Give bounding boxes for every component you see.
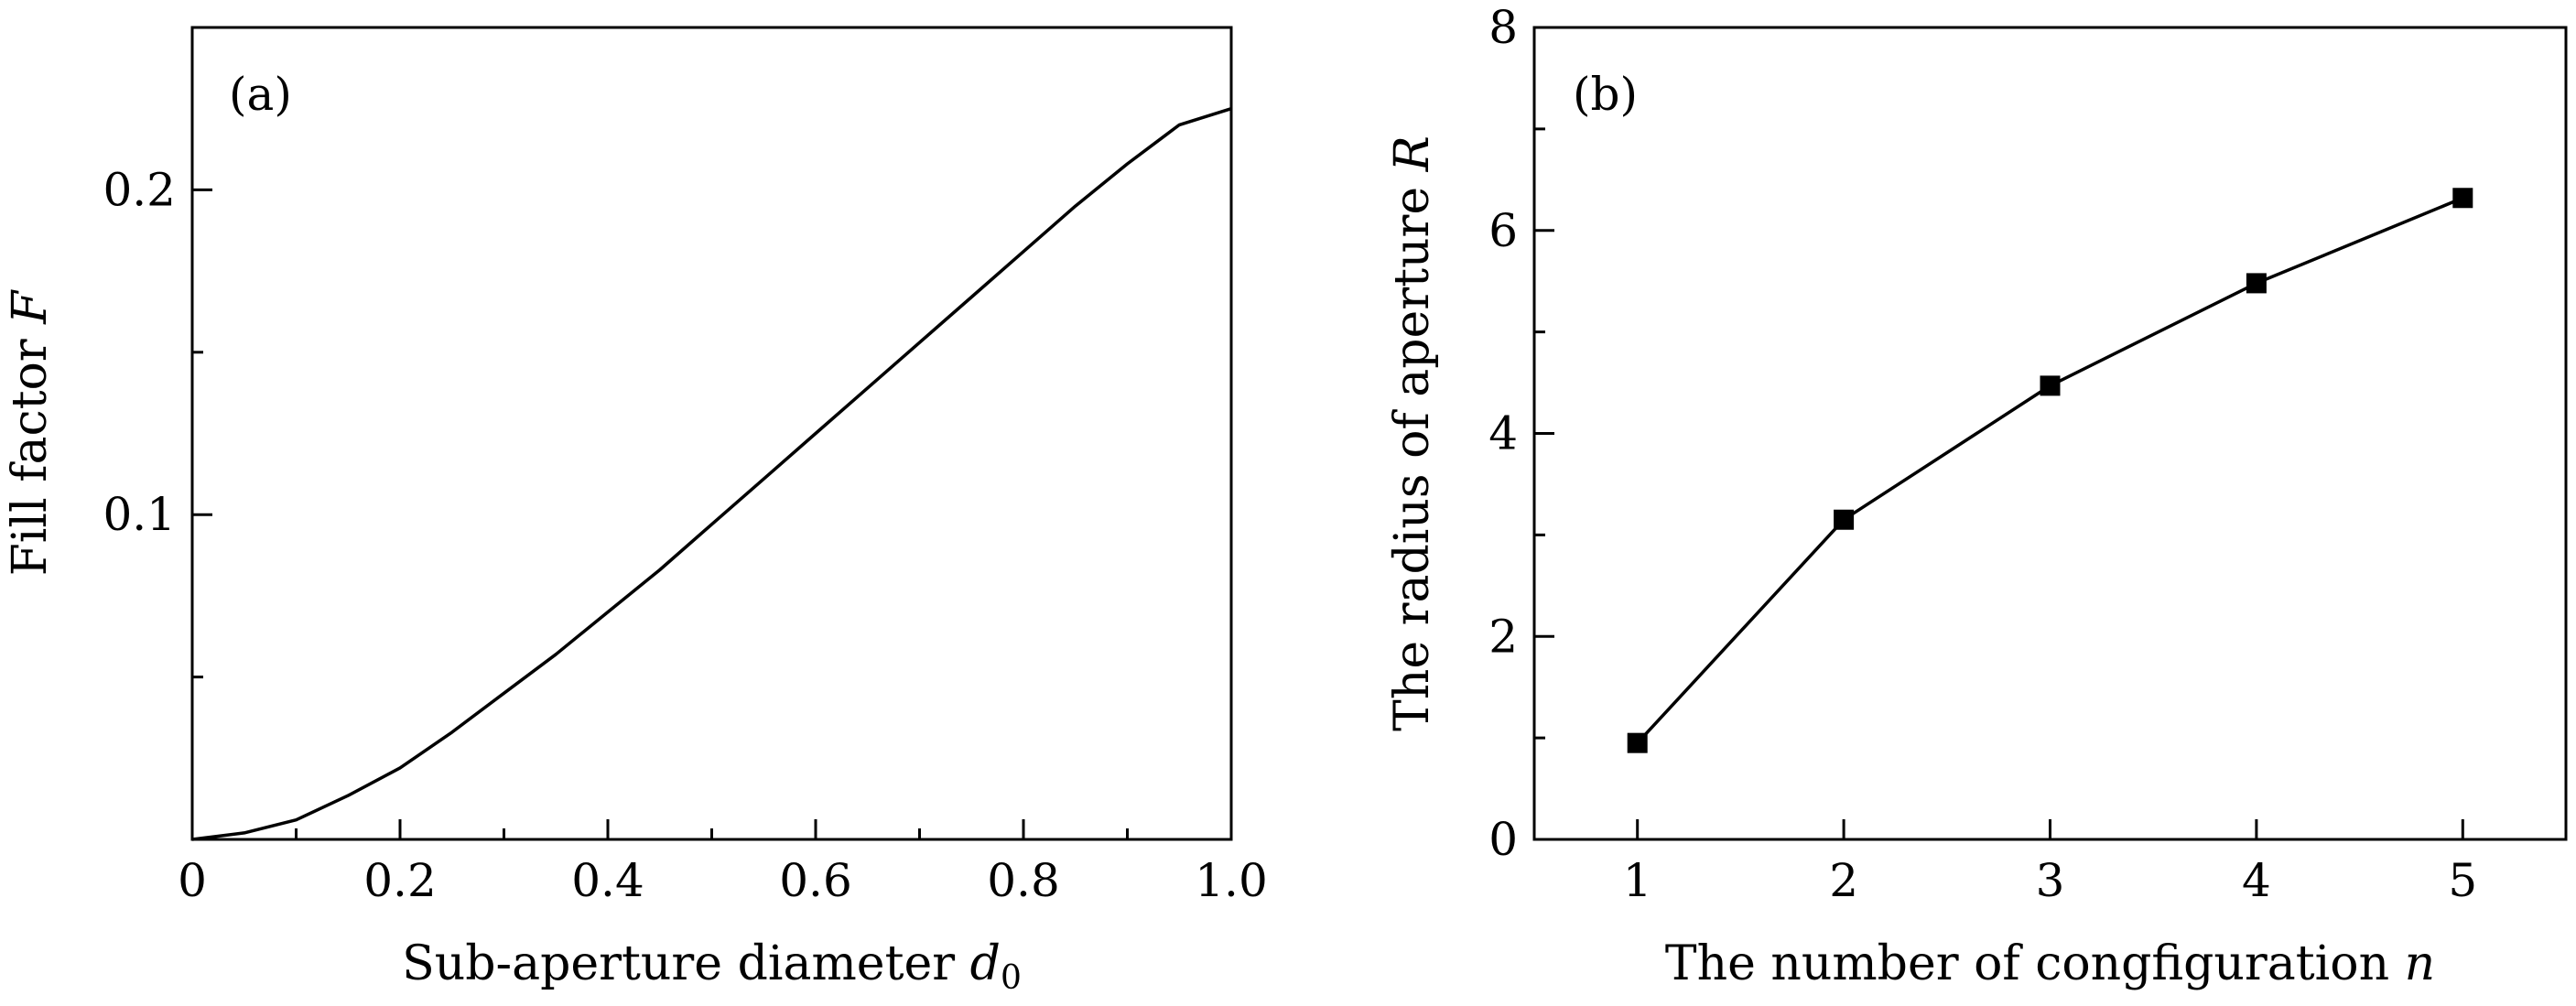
panel-a-label: (a) bbox=[229, 68, 292, 121]
panel-a-series-line bbox=[191, 107, 1232, 841]
panel-a-y-tick-label: 0.1 bbox=[103, 488, 176, 541]
panel-b-x-tick-label: 1 bbox=[1623, 854, 1652, 907]
panel-a-x-axis-label: Sub-aperture diameter d0 bbox=[402, 936, 1022, 997]
panel-b-x-axis-label: The number of congfiguration n bbox=[1665, 936, 2435, 991]
panel-b-data-point bbox=[2246, 273, 2267, 294]
chart-panel-a: 0 0.2 0.4 0.6 0.8 1.0 0.1 0.2 (a) Sub-aperture di… bbox=[3, 26, 1268, 997]
panel-b-plot-frame bbox=[1532, 26, 2568, 841]
panel-b-data-point bbox=[2452, 188, 2473, 209]
panel-b-y-tick-label: 8 bbox=[1488, 1, 1518, 54]
panel-a-y-axis-label: Fill factor F bbox=[3, 289, 58, 576]
panel-b-series-line bbox=[1636, 196, 2463, 744]
panel-b-data-point bbox=[1834, 509, 1855, 530]
panel-b-y-tick-label: 2 bbox=[1488, 610, 1518, 663]
panel-b-label: (b) bbox=[1573, 68, 1638, 121]
panel-b-data-point bbox=[2040, 375, 2061, 396]
panel-b-y-tick-label: 4 bbox=[1488, 407, 1518, 460]
panel-a-x-tick-label: 0.4 bbox=[571, 854, 644, 907]
panel-b-y-tick-label: 0 bbox=[1488, 813, 1518, 866]
panel-b-data-point bbox=[1627, 732, 1648, 753]
panel-a-x-tick-label: 0.2 bbox=[363, 854, 437, 907]
panel-b-y-tick-label: 6 bbox=[1488, 204, 1518, 257]
panel-a-x-tick-label: 0 bbox=[178, 854, 207, 907]
panel-a-y-tick-label: 0.2 bbox=[103, 163, 176, 216]
panel-a-x-tick-label: 0.6 bbox=[779, 854, 852, 907]
panel-a-x-tick-label: 0.8 bbox=[987, 854, 1060, 907]
panel-a-x-tick-label: 1.0 bbox=[1195, 854, 1268, 907]
panel-b-x-tick-label: 4 bbox=[2242, 854, 2271, 907]
panel-b-y-axis-label: The radius of aperture R bbox=[1385, 135, 1440, 731]
chart-panel-b: 1 2 3 4 5 0 2 4 6 8 (b) The number of congfiguratio… bbox=[1385, 1, 2568, 991]
panel-b-x-tick-label: 2 bbox=[1829, 854, 1858, 907]
panel-a-plot-frame bbox=[190, 26, 1233, 841]
panel-b-x-tick-label: 3 bbox=[2036, 854, 2065, 907]
panel-b-x-tick-label: 5 bbox=[2448, 854, 2477, 907]
